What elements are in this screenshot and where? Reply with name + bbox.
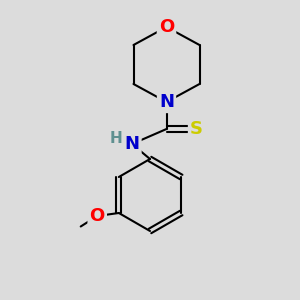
Text: N: N [124, 135, 140, 153]
Text: N: N [159, 93, 174, 111]
Text: O: O [159, 18, 174, 36]
Text: H: H [110, 131, 123, 146]
Text: O: O [90, 207, 105, 225]
Text: S: S [190, 120, 203, 138]
